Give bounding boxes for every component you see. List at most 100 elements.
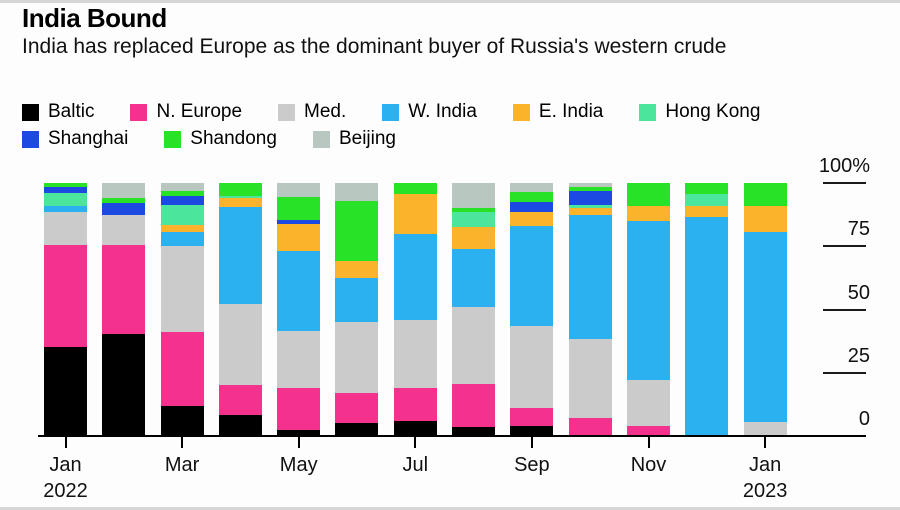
bar-segment-baltic [160,405,204,436]
bar-segment-beijing [335,183,379,201]
bar-oct-2022[interactable] [568,183,612,436]
x-axis-label-line: Jan [748,454,782,476]
bar-segment-e-india [568,208,612,215]
bar-segment-baltic [44,347,87,436]
y-axis-tick-mark [823,308,866,311]
bar-segment-beijing [160,183,204,191]
legend-swatch-icon [312,130,330,148]
bar-mar-2022[interactable] [160,183,204,436]
legend-label: N. Europe [156,101,243,122]
y-axis-label: 25 [847,344,870,367]
bar-segment-shanghai [277,219,321,224]
bar-segment-n-europe [44,245,87,348]
bar-segment-shanghai [568,190,612,205]
legend-label: Shanghai [48,128,129,149]
chart-subtitle: India has replaced Europe as the dominan… [22,35,727,58]
legend-item-shandong[interactable]: Shandong [164,128,277,150]
bar-segment-shandong [218,183,262,196]
x-axis-tick-mark [64,437,67,448]
bar-segment-e-india [685,205,729,218]
bar-jul-2022[interactable] [393,183,437,436]
bar-segment-baltic [510,425,554,436]
x-axis-tick-mark [414,437,417,448]
legend-swatch-icon [164,130,182,148]
bar-segment-w-india [44,205,87,213]
bar-segment-w-india [393,233,437,320]
x-axis-label-line: Mar [164,454,200,476]
x-axis-label: Jul [375,452,455,478]
x-axis-label-line: Jan [49,454,82,476]
bar-dec-2022[interactable] [685,183,729,436]
bar-segment-hong-kong [160,204,204,225]
bar-segment-w-india [452,248,496,307]
bar-segment-beijing [452,183,496,209]
x-axis-label-line: 2022 [43,480,88,502]
bar-segment-baltic [277,429,321,436]
bar-segment-w-india [218,207,262,305]
legend-label: W. India [408,101,477,122]
legend-item-med[interactable]: Med. [278,101,346,123]
bar-nov-2022[interactable] [626,183,670,436]
bar-segment-shandong [510,191,554,203]
legend-item-shanghai[interactable]: Shanghai [22,128,128,150]
bar-segment-beijing [102,183,146,199]
x-axis-label-line: 2023 [742,480,788,502]
legend-row: Shanghai Shandong Beijing [22,126,760,152]
bar-segment-med [743,422,787,436]
legend-row: Baltic N. Europe Med. W. India E. India Hong … [22,99,760,125]
bar-segment-w-india [335,277,379,323]
bar-segment-w-india [685,217,729,436]
bar-jan-2022[interactable] [44,183,87,436]
legend-item-e-india[interactable]: E. India [512,101,604,123]
legend-item-n-europe[interactable]: N. Europe [130,101,242,123]
bar-segment-w-india [626,220,670,381]
bar-segment-med [160,246,204,333]
bar-segment-shandong [626,183,670,206]
bar-segment-hong-kong [452,212,496,228]
x-axis-label: Mar [142,452,222,478]
chart-title: India Bound [22,3,167,33]
legend-swatch-icon [382,103,400,121]
legend-label: Med. [304,101,347,122]
bar-segment-w-india [568,214,612,339]
legend-swatch-icon [130,103,148,121]
bar-segment-shandong [685,183,729,195]
legend-label: E. India [538,101,604,122]
bar-segment-shanghai [160,195,204,205]
bar-segment-shanghai [44,186,87,194]
bar-segment-n-europe [626,425,670,436]
bar-segment-w-india [277,251,321,332]
bar-segment-hong-kong [44,193,87,206]
x-axis-label: Jan 2022 [26,452,106,504]
bar-segment-hong-kong [568,204,612,209]
y-axis-label: 50 [847,281,870,304]
bar-segment-n-europe [510,408,554,426]
bar-sep-2022[interactable] [510,183,554,436]
legend-item-hong-kong[interactable]: Hong Kong [639,101,760,123]
bar-segment-baltic [452,427,496,436]
bar-segment-beijing [277,183,321,197]
legend-item-baltic[interactable]: Baltic [22,101,94,123]
x-axis-label: Nov [609,452,689,478]
bar-segment-baltic [102,333,146,436]
bar-segment-med [452,307,496,385]
bar-jan-2023[interactable] [743,183,787,436]
bar-aug-2022[interactable] [452,183,496,436]
bar-feb-2022[interactable] [102,183,146,436]
bar-segment-med [335,322,379,393]
legend-label: Shandong [190,128,277,149]
legend-item-w-india[interactable]: W. India [382,101,477,123]
legend-item-beijing[interactable]: Beijing [312,128,396,150]
bar-segment-baltic [393,420,437,436]
legend-label: Hong Kong [665,101,761,122]
bar-segment-e-india [218,198,262,208]
bar-segment-n-europe [160,332,204,406]
bar-jun-2022[interactable] [335,183,379,436]
bar-apr-2022[interactable] [218,183,262,436]
bar-segment-e-india [510,212,554,227]
y-axis-label: 0 [858,408,870,430]
bar-may-2022[interactable] [277,183,321,436]
legend-swatch-icon [278,103,296,121]
